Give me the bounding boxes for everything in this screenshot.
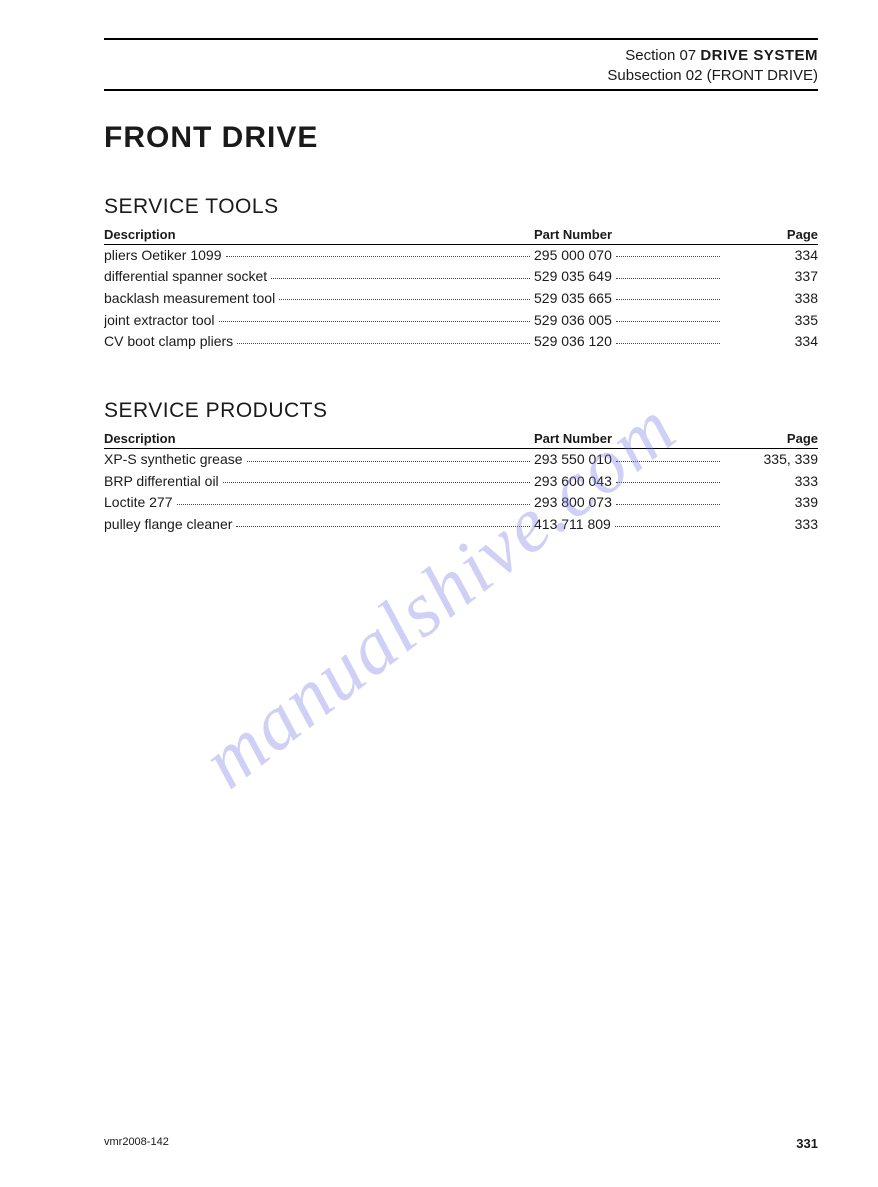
col-description: Description: [104, 227, 534, 242]
leader-dots: [616, 245, 720, 258]
leader-dots: [615, 514, 720, 527]
cell-page: 339: [724, 492, 818, 514]
leader-dots: [279, 288, 530, 301]
table-row: joint extractor tool 529 036 005 335: [104, 310, 818, 332]
cell-page: 337: [724, 266, 818, 288]
col-part-number: Part Number: [534, 431, 724, 446]
table-row: Loctite 277 293 800 073 339: [104, 492, 818, 514]
cell-page: 333: [724, 471, 818, 493]
cell-description: pulley flange cleaner: [104, 514, 232, 536]
leader-dots: [237, 331, 530, 344]
cell-part-number: 529 036 005: [534, 310, 612, 332]
tools-rows: pliers Oetiker 1099295 000 070334differe…: [104, 245, 818, 353]
leader-dots: [219, 310, 531, 323]
cell-part-number: 293 550 010: [534, 449, 612, 471]
cell-description: XP-S synthetic grease: [104, 449, 243, 471]
table-row: pliers Oetiker 1099 295 000 070 334: [104, 245, 818, 267]
products-rows: XP-S synthetic grease 293 550 010 335, 339…: [104, 449, 818, 536]
page-title: FRONT DRIVE: [104, 121, 818, 155]
leader-dots: [616, 449, 720, 462]
section-line: Section 07 DRIVE SYSTEM: [104, 46, 818, 66]
tools-table-head: Description Part Number Page: [104, 227, 818, 245]
cell-description: Loctite 277: [104, 492, 173, 514]
page-header: Section 07 DRIVE SYSTEM Subsection 02 (F…: [104, 44, 818, 89]
col-part-number: Part Number: [534, 227, 724, 242]
subsection-line: Subsection 02 (FRONT DRIVE): [104, 66, 818, 86]
leader-dots: [616, 266, 720, 279]
cell-part-number: 293 800 073: [534, 492, 612, 514]
products-heading: SERVICE PRODUCTS: [104, 399, 818, 423]
cell-description: CV boot clamp pliers: [104, 331, 233, 353]
section-label: Section 07: [625, 47, 696, 64]
leader-dots: [271, 266, 530, 279]
cell-part-number: 413 711 809: [534, 514, 611, 536]
cell-page: 333: [724, 514, 818, 536]
col-page: Page: [724, 227, 818, 242]
cell-part-number: 529 035 665: [534, 288, 612, 310]
table-row: XP-S synthetic grease 293 550 010 335, 339: [104, 449, 818, 471]
table-row: pulley flange cleaner 413 711 809 333: [104, 514, 818, 536]
cell-description: pliers Oetiker 1099: [104, 245, 222, 267]
leader-dots: [236, 514, 530, 527]
leader-dots: [177, 492, 531, 505]
leader-dots: [616, 288, 720, 301]
cell-part-number: 293 600 043: [534, 471, 612, 493]
cell-page: 334: [724, 331, 818, 353]
cell-description: differential spanner socket: [104, 266, 267, 288]
cell-page: 335: [724, 310, 818, 332]
cell-page: 334: [724, 245, 818, 267]
rule-mid: [104, 89, 818, 91]
cell-description: joint extractor tool: [104, 310, 215, 332]
leader-dots: [616, 310, 720, 323]
section-title: DRIVE SYSTEM: [700, 47, 818, 64]
cell-page: 335, 339: [724, 449, 818, 471]
cell-description: BRP differential oil: [104, 471, 219, 493]
table-row: differential spanner socket 529 035 649 33…: [104, 266, 818, 288]
cell-description: backlash measurement tool: [104, 288, 275, 310]
cell-page: 338: [724, 288, 818, 310]
leader-dots: [247, 449, 530, 462]
leader-dots: [616, 492, 720, 505]
table-row: BRP differential oil 293 600 043 333: [104, 471, 818, 493]
page-footer: vmr2008-142 331: [104, 1136, 818, 1151]
table-row: CV boot clamp pliers 529 036 120 334: [104, 331, 818, 353]
col-page: Page: [724, 431, 818, 446]
leader-dots: [223, 471, 530, 484]
footer-code: vmr2008-142: [104, 1136, 169, 1151]
cell-part-number: 295 000 070: [534, 245, 612, 267]
table-row: backlash measurement tool 529 035 665 338: [104, 288, 818, 310]
tools-heading: SERVICE TOOLS: [104, 195, 818, 219]
cell-part-number: 529 035 649: [534, 266, 612, 288]
leader-dots: [226, 245, 530, 258]
products-table-head: Description Part Number Page: [104, 431, 818, 449]
col-description: Description: [104, 431, 534, 446]
footer-page-number: 331: [796, 1136, 818, 1151]
leader-dots: [616, 331, 720, 344]
leader-dots: [616, 471, 720, 484]
rule-top: [104, 38, 818, 40]
cell-part-number: 529 036 120: [534, 331, 612, 353]
